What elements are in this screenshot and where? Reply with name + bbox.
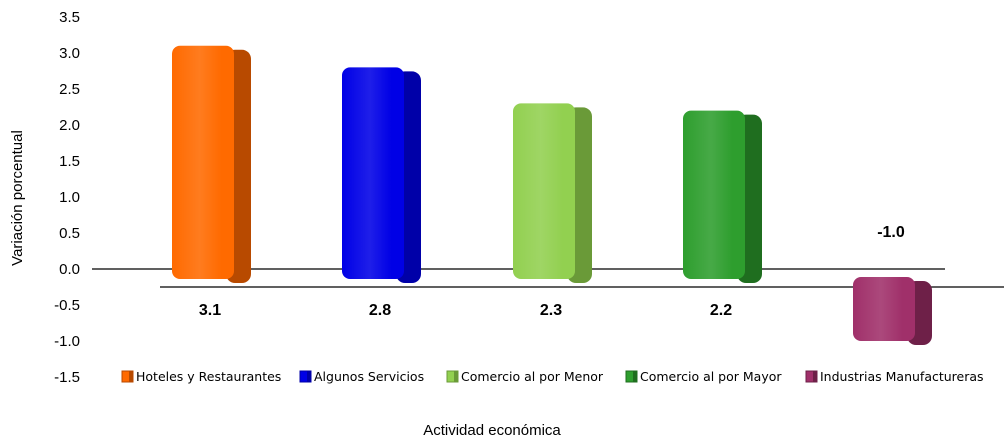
legend-item: Industrias Manufactureras [805,369,984,384]
legend-swatch-side [633,371,637,382]
y-tick-label: 2.5 [59,81,80,98]
legend-label: Comercio al por Mayor [640,369,782,384]
legend-label: Comercio al por Menor [461,369,604,384]
y-tick-label: 3.5 [59,9,80,26]
y-tick-label: 1.0 [59,189,80,206]
y-tick-label: 0.5 [59,225,80,242]
y-tick-label: 3.0 [59,45,80,62]
bar-shine [683,110,745,279]
bar-4 [683,110,762,283]
y-tick-label: 1.5 [59,153,80,170]
legend-item: Algunos Servicios [299,369,424,384]
y-tick-label: -1.0 [54,333,80,350]
bar-shine [172,45,234,279]
legend: Hoteles y Restaurantes Algunos Servicios C… [121,369,984,384]
legend-label: Industrias Manufactureras [820,369,984,384]
data-label: 3.1 [199,302,221,319]
legend-label: Algunos Servicios [314,369,424,384]
bar-shine [853,277,915,341]
legend-label: Hoteles y Restaurantes [136,369,281,384]
bars [172,45,932,345]
data-label: 2.3 [540,302,562,319]
legend-item: Hoteles y Restaurantes [121,369,281,384]
y-tick-label: -0.5 [54,297,80,314]
y-axis-ticks: 3.5 3.0 2.5 2.0 1.5 1.0 0.5 0.0 -0.5 -1.0 -1.5 [54,9,80,386]
data-label: -1.0 [877,224,905,241]
bar-2 [342,67,421,284]
legend-swatch-side [454,371,458,382]
data-label: 2.2 [710,302,732,319]
bar-shine [342,67,404,280]
y-tick-label: 2.0 [59,117,80,134]
y-axis-title: Variación porcentual [9,130,26,266]
bar-1 [172,45,251,283]
bar-shine [513,103,575,280]
legend-item: Comercio al por Menor [446,369,604,384]
legend-item: Comercio al por Mayor [625,369,782,384]
x-axis-title: Actividad económica [423,422,561,439]
y-tick-label: 0.0 [59,261,80,278]
y-tick-label: -1.5 [54,369,80,386]
data-labels: 3.1 2.8 2.3 2.2 -1.0 [199,224,905,319]
bar-5 [853,277,932,345]
legend-swatch-side [813,371,817,382]
legend-swatch-side [307,371,311,382]
data-label: 2.8 [369,302,391,319]
legend-swatch-side [129,371,133,382]
bar-3 [513,103,592,284]
